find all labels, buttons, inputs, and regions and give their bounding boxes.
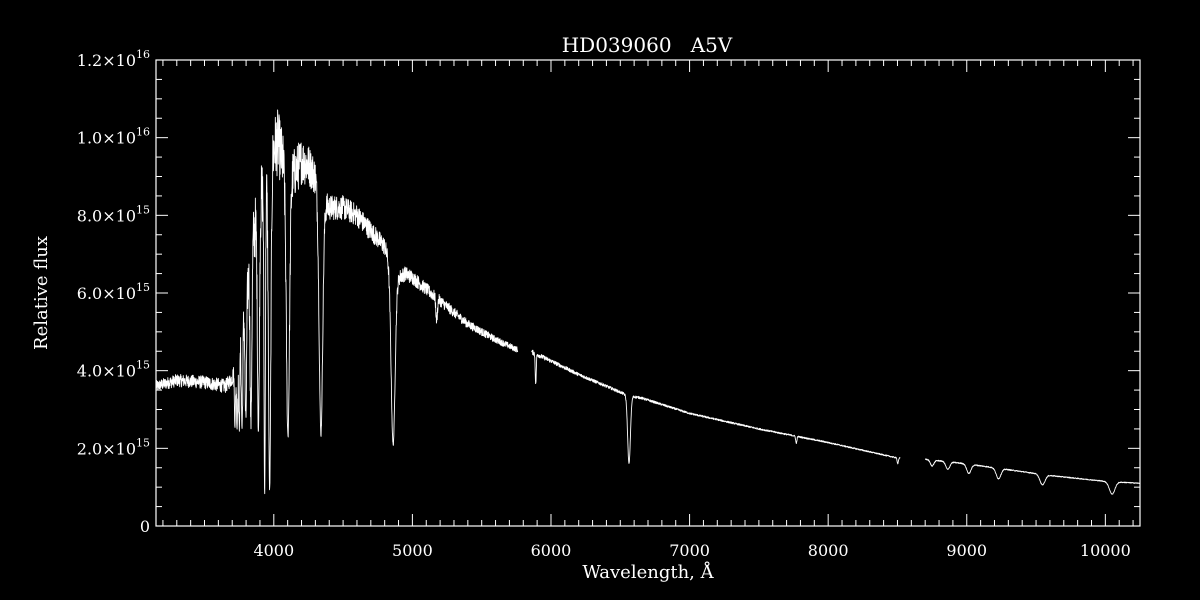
x-tick-label: 10000: [1080, 541, 1131, 560]
spectrum-line: [155, 109, 1141, 495]
y-tick-label: 6.0×1015: [77, 281, 150, 303]
x-tick-label: 7000: [669, 541, 710, 560]
y-tick-label: 1.2×1016: [77, 48, 150, 70]
plot-frame: [155, 59, 1141, 527]
y-tick-label: 0: [140, 517, 150, 536]
y-tick-label: 2.0×1015: [77, 436, 150, 458]
y-tick-label: 8.0×1015: [77, 203, 150, 225]
x-tick-label: 6000: [531, 541, 572, 560]
x-axis-ticks: [162, 60, 1134, 526]
chart-title: HD039060 A5V: [562, 33, 733, 57]
x-tick-label: 4000: [253, 541, 294, 560]
y-axis-tick-labels: 0 2.0×1015 4.0×1015 6.0×1015 8.0×1015 1.0×101…: [77, 48, 150, 536]
y-tick-label: 1.0×1016: [77, 126, 150, 148]
x-axis-label: Wavelength, Å: [582, 561, 714, 583]
y-axis-label: Relative flux: [31, 236, 52, 350]
x-axis-tick-labels: 4000 5000 6000 7000 8000 9000 10000: [253, 541, 1130, 560]
x-tick-label: 8000: [808, 541, 849, 560]
x-tick-label: 9000: [946, 541, 987, 560]
y-tick-label: 4.0×1015: [77, 359, 150, 381]
x-tick-label: 5000: [392, 541, 433, 560]
